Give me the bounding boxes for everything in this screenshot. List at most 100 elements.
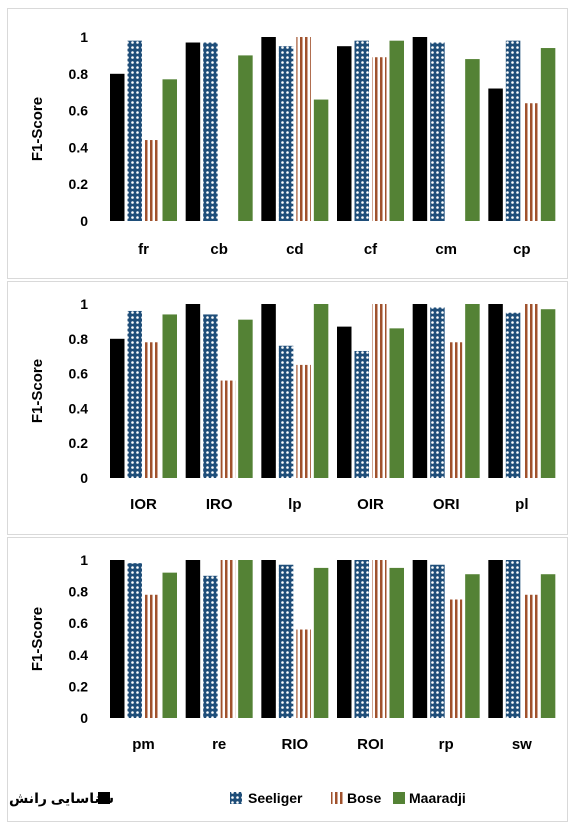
x-tick-label: pl [515,496,528,513]
x-tick-label: IRO [206,496,233,513]
chart-panel-2-frame [7,281,568,535]
bar-seeliger-cb [203,42,218,221]
x-tick-label: lp [288,496,301,513]
bar-maaradji-fr [162,79,177,221]
bar-maaradji-rio [313,567,329,718]
y-tick-label: 1 [80,552,88,568]
y-tick-label: 1 [80,29,88,45]
bar-drift-detection-ior [110,338,125,478]
bar-maaradji-oir [389,328,404,478]
bar-bose-pm [145,594,160,718]
bar-bose-fr [145,140,160,221]
chart-panel-3-frame [7,537,568,822]
bar-maaradji-roi [389,567,404,718]
x-tick-label: IOR [130,496,157,513]
bar-maaradji-iro [238,319,253,478]
chart-plot-layer: 0 0.2 0.4 0.6 0.8 1 F1-Score fr cb cd cf cm cp 0 0.2 0.… [29,29,556,753]
y-axis-label: F1-Score [29,97,46,161]
bar-maaradji-ior [162,314,177,478]
bar-bose-rio [296,629,311,718]
bar-drift-detection-sw [488,560,503,718]
legend-swatch-bose [331,792,343,804]
bar-seeliger-lp [278,345,294,478]
bar-seeliger-rio [278,564,294,718]
bar-seeliger-cp [505,40,521,222]
x-tick-label: sw [512,736,532,753]
bar-bose-roi [372,560,387,718]
bar-maaradji-ori [465,304,480,478]
bar-bose-pl [523,304,538,478]
bar-seeliger-fr [127,40,142,222]
legend-swatch-seeliger [230,792,242,804]
bar-bose-ior [145,342,160,478]
legend: شناسایی رانش Seeliger Bose Maaradji [9,790,466,806]
bar-drift-detection-roi [337,560,352,718]
y-tick-label: 0.8 [69,66,89,82]
bar-bose-oir [372,304,387,478]
y-tick-label: 0.2 [69,678,89,694]
bar-maaradji-cb [238,55,253,222]
y-tick-label: 0.4 [69,400,89,416]
legend-swatch-drift-detection [98,792,110,804]
bar-maaradji-pm [162,572,177,718]
bar-seeliger-cm [430,42,445,221]
y-tick-label: 0.6 [69,615,89,631]
legend-label-bose: Bose [347,790,381,806]
bar-bose-cd [296,37,311,221]
bar-drift-detection-cd [261,37,276,221]
bar-drift-detection-fr [110,73,125,221]
bar-drift-detection-lp [261,304,276,478]
bar-seeliger-pm [127,563,142,718]
bar-seeliger-cd [278,46,294,222]
bar-maaradji-cd [313,99,329,221]
x-tick-label: cb [210,241,228,258]
bar-bose-rp [447,599,463,718]
legend-label-maaradji: Maaradji [409,790,466,806]
bar-drift-detection-ori [412,304,428,478]
y-tick-label: 0.2 [69,176,89,192]
bar-seeliger-ior [127,310,142,478]
legend-label-drift-detection: شناسایی رانش [9,790,114,806]
bar-seeliger-re [203,575,218,718]
bar-maaradji-re [238,560,253,718]
bar-drift-detection-cp [488,88,503,222]
x-tick-label: ROI [357,736,384,753]
y-tick-label: 0 [80,213,88,229]
y-tick-label: 0 [80,470,88,486]
legend-label-seeliger: Seeliger [248,790,303,806]
bar-bose-ori [447,342,463,478]
x-tick-label: rp [439,736,454,753]
bar-drift-detection-cm [412,37,428,221]
bar-drift-detection-cb [185,42,201,221]
bar-maaradji-cm [465,59,480,221]
y-tick-label: 0.8 [69,584,89,600]
y-tick-label: 0 [80,710,88,726]
bar-seeliger-sw [505,560,521,718]
bar-maaradji-lp [313,304,329,478]
x-tick-label: cp [513,241,531,258]
chart-panel-1-frame [7,8,568,279]
x-tick-label: re [212,736,226,753]
y-tick-label: 0.4 [69,647,89,663]
y-tick-label: 1 [80,296,88,312]
bar-seeliger-ori [430,307,445,478]
bar-drift-detection-pl [488,304,503,478]
bar-maaradji-cf [389,40,404,222]
x-tick-label: pm [132,736,155,753]
x-tick-label: cd [286,241,304,258]
bar-seeliger-cf [354,40,369,222]
x-tick-label: cm [435,241,457,258]
bar-seeliger-roi [354,560,369,718]
x-tick-label: RIO [281,736,308,753]
y-axis-label: F1-Score [29,359,46,423]
bar-seeliger-oir [354,350,369,478]
bar-maaradji-pl [540,309,556,478]
x-tick-label: cf [364,241,378,258]
bar-seeliger-rp [430,564,445,718]
bar-bose-lp [296,364,311,478]
bar-bose-re [220,560,236,718]
x-tick-label: fr [138,241,149,258]
bar-drift-detection-pm [110,560,125,718]
bar-drift-detection-cf [337,46,352,222]
